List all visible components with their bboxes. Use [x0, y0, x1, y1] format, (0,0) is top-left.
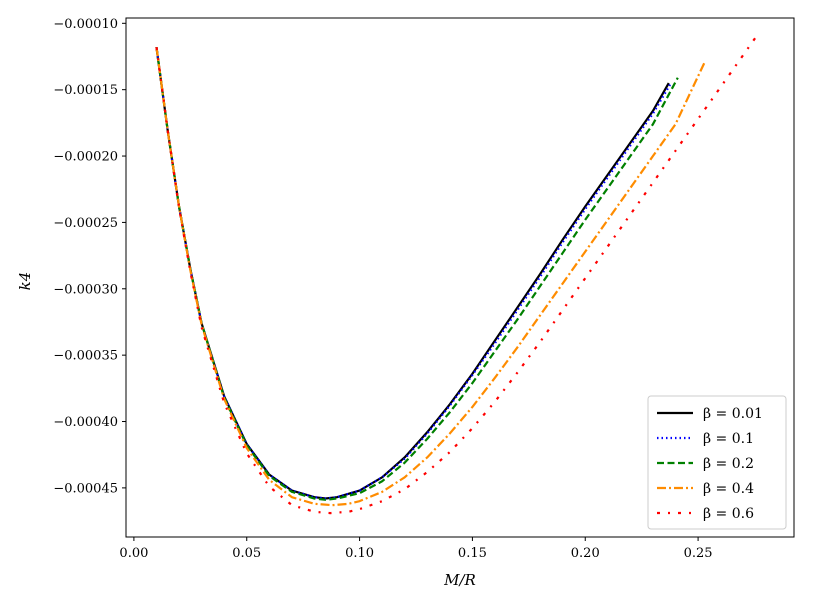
legend: β = 0.01 β = 0.1 β = 0.2 β = 0.4 β = 0.6	[647, 395, 787, 530]
legend-box	[647, 395, 787, 530]
x-tick-label: 0.20	[571, 546, 600, 561]
y-tick-label: −0.00035	[53, 349, 118, 364]
x-tick-label: 0.05	[232, 546, 261, 561]
y-tick-label: −0.00040	[53, 415, 118, 430]
legend-label: β = 0.1	[703, 431, 754, 447]
series-line-0	[155, 47, 670, 500]
y-tick-label: −0.00020	[53, 150, 118, 165]
series-line-1	[155, 47, 672, 500]
x-axis-label: M/R	[443, 571, 476, 589]
x-tick-label: 0.25	[684, 546, 713, 561]
legend-label: β = 0.01	[703, 406, 763, 422]
x-tick-label: 0.00	[119, 546, 148, 561]
y-tick-label: −0.00030	[53, 282, 118, 297]
x-axis: 0.00 0.05 0.10 0.15 0.20 0.25	[119, 537, 713, 561]
series-layer	[155, 31, 760, 515]
y-tick-label: −0.00015	[53, 83, 118, 98]
legend-label: β = 0.2	[703, 456, 754, 472]
y-axis-label: k4	[16, 272, 34, 291]
legend-label: β = 0.6	[703, 506, 754, 522]
y-tick-label: −0.00025	[53, 216, 118, 231]
series-line-4	[155, 31, 760, 515]
y-tick-label: −0.00010	[53, 17, 118, 32]
y-axis: −0.00010 −0.00015 −0.00020 −0.00025 −0.00030…	[53, 17, 126, 496]
x-tick-label: 0.15	[458, 546, 487, 561]
plot-frame	[125, 17, 795, 538]
y-tick-label: −0.00045	[53, 481, 118, 496]
series-line-2	[155, 47, 679, 501]
x-tick-label: 0.10	[345, 546, 374, 561]
legend-label: β = 0.4	[703, 481, 754, 497]
